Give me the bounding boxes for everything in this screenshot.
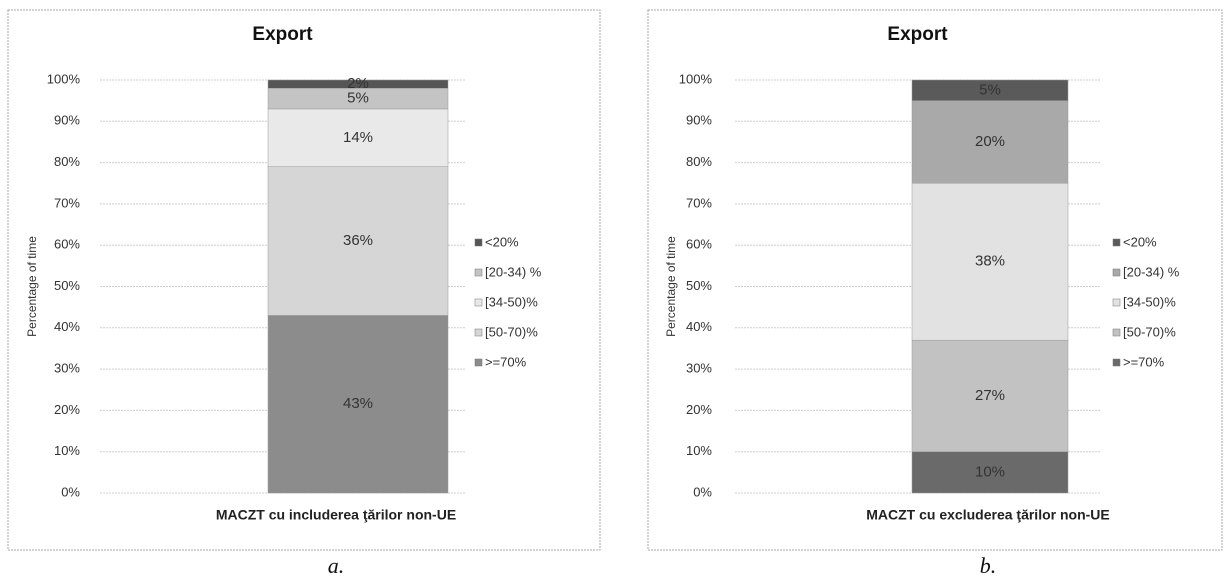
legend-swatch <box>474 268 483 277</box>
y-tick-label: 0% <box>693 484 712 499</box>
legend-label: [20-34) % <box>485 264 542 279</box>
legend-label: >=70% <box>1123 354 1165 369</box>
legend-label: [50-70)% <box>485 324 538 339</box>
legend-swatch <box>1112 268 1121 277</box>
legend-label: [34-50)% <box>485 294 538 309</box>
y-tick-label: 20% <box>686 402 712 417</box>
legend-swatch <box>1112 358 1121 367</box>
legend-swatch <box>474 238 483 247</box>
y-tick-label: 0% <box>61 484 80 499</box>
bar-segment <box>267 315 449 494</box>
y-tick-label: 90% <box>686 113 712 128</box>
legend-label: >=70% <box>485 354 527 369</box>
chart-frame <box>647 9 1223 551</box>
value-label: 2% <box>347 75 369 92</box>
bar-segment <box>267 166 449 316</box>
chart-title: Export <box>252 24 313 45</box>
y-tick-label: 70% <box>686 195 712 210</box>
y-tick-label: 90% <box>54 113 80 128</box>
legend-label: [50-70)% <box>1123 324 1176 339</box>
legend-label: [34-50)% <box>1123 294 1176 309</box>
value-label: 38% <box>975 253 1005 270</box>
y-tick-label: 100% <box>47 71 81 86</box>
value-label: 43% <box>343 395 373 412</box>
legend-swatch <box>1112 238 1121 247</box>
bar-segment <box>911 79 1069 101</box>
y-tick-label: 80% <box>54 154 80 169</box>
y-axis-label: Percentage of time <box>664 236 678 337</box>
y-tick-label: 80% <box>686 154 712 169</box>
y-tick-label: 30% <box>686 361 712 376</box>
bar-segment <box>267 108 449 167</box>
legend-swatch <box>1112 298 1121 307</box>
bar-segment <box>911 183 1069 341</box>
y-tick-label: 70% <box>54 195 80 210</box>
bar-segment <box>911 451 1069 494</box>
y-tick-label: 20% <box>54 402 80 417</box>
chart-frame <box>7 9 601 551</box>
y-tick-label: 60% <box>54 237 80 252</box>
legend-swatch <box>474 328 483 337</box>
legend-swatch <box>474 298 483 307</box>
y-tick-label: 50% <box>686 278 712 293</box>
y-tick-label: 10% <box>54 443 80 458</box>
y-tick-label: 50% <box>54 278 80 293</box>
value-label: 10% <box>975 463 1005 480</box>
legend-label: <20% <box>485 234 519 249</box>
caption: b. <box>980 553 997 578</box>
bar-segment <box>911 100 1069 184</box>
x-tick-label: MACZT cu excluderea ţărilor non-UE <box>866 507 1109 523</box>
y-tick-label: 40% <box>686 319 712 334</box>
legend-swatch <box>1112 328 1121 337</box>
y-tick-label: 100% <box>679 71 713 86</box>
value-label: 27% <box>975 387 1005 404</box>
value-label: 5% <box>347 90 369 107</box>
value-label: 36% <box>343 232 373 249</box>
legend-label: [20-34) % <box>1123 264 1180 279</box>
legend-swatch <box>474 358 483 367</box>
value-label: 14% <box>343 129 373 146</box>
caption: a. <box>328 553 345 578</box>
y-tick-label: 10% <box>686 443 712 458</box>
legend-label: <20% <box>1123 234 1157 249</box>
y-tick-label: 30% <box>54 361 80 376</box>
bar-segment <box>267 79 449 89</box>
y-tick-label: 40% <box>54 319 80 334</box>
x-tick-label: MACZT cu includerea ţărilor non-UE <box>216 507 456 523</box>
chart-title: Export <box>887 24 948 45</box>
value-label: 5% <box>979 81 1001 98</box>
value-label: 20% <box>975 133 1005 150</box>
y-tick-label: 60% <box>686 237 712 252</box>
y-axis-label: Percentage of time <box>25 236 39 337</box>
